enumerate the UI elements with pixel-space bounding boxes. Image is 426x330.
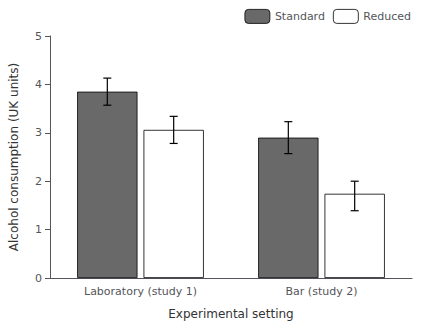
svg-text:Laboratory (study 1): Laboratory (study 1) xyxy=(84,285,197,298)
svg-text:0: 0 xyxy=(35,272,42,285)
svg-text:2: 2 xyxy=(35,175,42,188)
svg-text:Bar (study 2): Bar (study 2) xyxy=(286,285,358,298)
svg-text:5: 5 xyxy=(35,30,42,43)
svg-text:1: 1 xyxy=(35,223,42,236)
svg-text:Experimental setting: Experimental setting xyxy=(168,307,293,321)
svg-text:Standard: Standard xyxy=(275,10,325,23)
svg-text:3: 3 xyxy=(35,126,42,139)
svg-text:Alcohol consumption (UK units): Alcohol consumption (UK units) xyxy=(7,63,21,251)
svg-text:Reduced: Reduced xyxy=(363,10,411,23)
svg-text:4: 4 xyxy=(35,78,42,91)
